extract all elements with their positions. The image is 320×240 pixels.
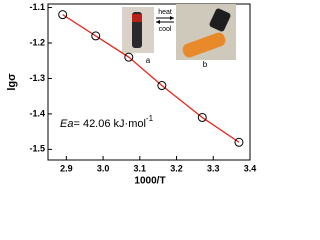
- x-tick-label: 3.1: [134, 163, 147, 173]
- annotation: Ea= 42.06 kJ·mol-1: [60, 114, 154, 130]
- annotation-superscript: -1: [146, 114, 154, 123]
- inset-label: heat: [158, 9, 172, 16]
- x-tick-label: 2.9: [60, 163, 73, 173]
- arrow-head: [156, 20, 160, 24]
- vial-b: [182, 32, 226, 58]
- vial-a-content: [132, 14, 142, 22]
- data-point: [157, 81, 167, 91]
- data-point: [91, 31, 101, 41]
- inset-label: b: [203, 60, 208, 69]
- data-line: [62, 14, 240, 143]
- y-tick-label: -1.5: [29, 144, 45, 154]
- x-axis-label: 1000/T: [134, 176, 165, 187]
- chart: 1000/T lgσ Ea= 42.06 kJ·mol-1 heat cool …: [6, 2, 257, 187]
- data-point: [234, 137, 244, 147]
- y-tick-label: -1.4: [29, 108, 45, 118]
- annotation-italic: Ea: [60, 118, 73, 130]
- data-point: [197, 112, 207, 122]
- x-tick-label: 3.4: [244, 163, 257, 173]
- inset: heat cool a b: [122, 4, 236, 69]
- inset-label: a: [146, 56, 151, 65]
- y-axis-label: lgσ: [6, 73, 18, 91]
- plot-frame: [47, 3, 251, 161]
- x-tick-label: 3.0: [97, 163, 110, 173]
- y-tick-label: -1.2: [29, 37, 45, 47]
- page: {"chart_data": {"type": "line", "x_label…: [5, 1, 257, 187]
- arrow-head: [170, 16, 174, 20]
- annotation-text: = 42.06 kJ·mol: [73, 118, 145, 130]
- y-tick-label: -1.1: [29, 2, 45, 12]
- x-tick-label: 3.3: [207, 163, 220, 173]
- inset-label: cool: [159, 26, 172, 33]
- vial-b-cap: [209, 8, 231, 32]
- x-tick-label: 3.2: [170, 163, 183, 173]
- data-point: [124, 52, 134, 62]
- y-tick-label: -1.3: [29, 73, 45, 83]
- data-point: [58, 10, 68, 20]
